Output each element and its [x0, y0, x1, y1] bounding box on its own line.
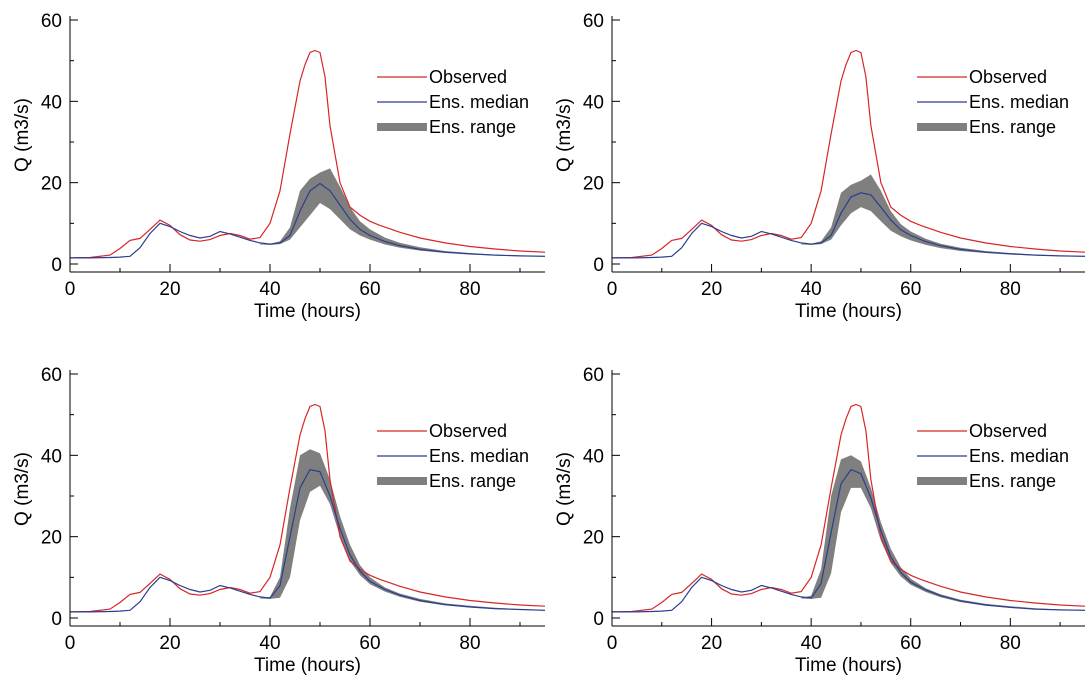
ensemble-median-line: [612, 192, 1085, 259]
ensemble-median-line: [70, 182, 545, 259]
x-tick-label: 60: [900, 279, 921, 300]
ensemble-range-band: [801, 455, 1085, 611]
legend-ensemble-range-label: Ens. range: [429, 471, 516, 491]
x-axis-label: Time (hours): [795, 301, 902, 322]
chart-panel-4: 0 20 40 60 0 20 40 60 80 Time (hours) Q (m3/s) Obse…: [554, 365, 1085, 676]
y-tick-label: 40: [583, 446, 604, 467]
x-tick-label: 0: [65, 279, 76, 300]
x-tick-label: 20: [159, 279, 180, 300]
y-tick-label: 20: [41, 528, 62, 549]
chart-panel-1: 0 20 40 60 0 20 40 60 80 Time (hours) Q (m3/s) Obse…: [12, 11, 545, 322]
y-axis-label: Q (m3/s): [554, 98, 575, 172]
plot-area: [70, 403, 545, 613]
legend: Observed Ens. median Ens. range: [377, 67, 529, 137]
y-tick-label: 0: [51, 609, 62, 630]
observed-line: [70, 49, 545, 259]
ensemble-median-line: [70, 468, 545, 613]
legend-ensemble-median-label: Ens. median: [429, 446, 529, 466]
ensemble-median-line: [612, 468, 1085, 613]
y-tick-label: 20: [583, 174, 604, 195]
x-tick-label: 20: [701, 633, 722, 654]
x-axis-label: Time (hours): [254, 301, 361, 322]
y-axis-label: Q (m3/s): [554, 452, 575, 526]
x-tick-label: 60: [900, 633, 921, 654]
x-tick-label: 80: [459, 633, 480, 654]
observed-line: [612, 49, 1085, 259]
y-tick-label: 40: [41, 446, 62, 467]
legend-ensemble-range-label: Ens. range: [429, 117, 516, 137]
x-tick-label: 80: [1000, 279, 1021, 300]
x-tick-label: 0: [607, 279, 618, 300]
plot-area: [612, 49, 1085, 259]
x-tick-label: 40: [259, 279, 280, 300]
y-tick-label: 0: [593, 609, 604, 630]
x-tick-label: 20: [701, 279, 722, 300]
y-tick-label: 60: [583, 11, 604, 32]
y-tick-label: 0: [51, 255, 62, 276]
y-tick-label: 60: [41, 11, 62, 32]
legend: Observed Ens. median Ens. range: [377, 421, 529, 491]
x-tick-label: 80: [1000, 633, 1021, 654]
legend-observed-label: Observed: [969, 67, 1047, 87]
legend-ensemble-range-label: Ens. range: [969, 117, 1056, 137]
legend-ensemble-median-label: Ens. median: [969, 446, 1069, 466]
x-tick-label: 20: [159, 633, 180, 654]
observed-line: [612, 403, 1085, 613]
y-axis-label: Q (m3/s): [12, 98, 33, 172]
x-tick-label: 60: [359, 633, 380, 654]
x-tick-label: 80: [459, 279, 480, 300]
y-tick-label: 20: [41, 174, 62, 195]
legend-ensemble-median-label: Ens. median: [429, 92, 529, 112]
ensemble-range-band: [260, 168, 545, 257]
y-tick-label: 60: [583, 365, 604, 386]
x-tick-label: 0: [607, 633, 618, 654]
plot-area: [70, 49, 545, 259]
x-tick-label: 60: [359, 279, 380, 300]
chart-panel-2: 0 20 40 60 0 20 40 60 80 Time (hours) Q (m3/s) Obse…: [554, 11, 1085, 322]
plot-area: [612, 403, 1085, 613]
y-tick-label: 0: [593, 255, 604, 276]
legend-observed-label: Observed: [429, 67, 507, 87]
legend-ensemble-median-label: Ens. median: [969, 92, 1069, 112]
x-tick-label: 0: [65, 633, 76, 654]
x-axis-label: Time (hours): [254, 655, 361, 676]
legend-ensemble-range-label: Ens. range: [969, 471, 1056, 491]
legend: Observed Ens. median Ens. range: [917, 67, 1069, 137]
y-tick-label: 20: [583, 528, 604, 549]
ensemble-range-band: [801, 174, 1085, 257]
legend: Observed Ens. median Ens. range: [917, 421, 1069, 491]
x-tick-label: 40: [259, 633, 280, 654]
legend-observed-label: Observed: [969, 421, 1047, 441]
y-tick-label: 60: [41, 365, 62, 386]
y-axis-label: Q (m3/s): [12, 452, 33, 526]
y-tick-label: 40: [583, 92, 604, 113]
x-tick-label: 40: [801, 633, 822, 654]
x-tick-label: 40: [801, 279, 822, 300]
x-axis-label: Time (hours): [795, 655, 902, 676]
y-tick-label: 40: [41, 92, 62, 113]
chart-panel-3: 0 20 40 60 0 20 40 60 80 Time (hours) Q (m3/s) Obse…: [12, 365, 545, 676]
legend-observed-label: Observed: [429, 421, 507, 441]
observed-line: [70, 403, 545, 613]
